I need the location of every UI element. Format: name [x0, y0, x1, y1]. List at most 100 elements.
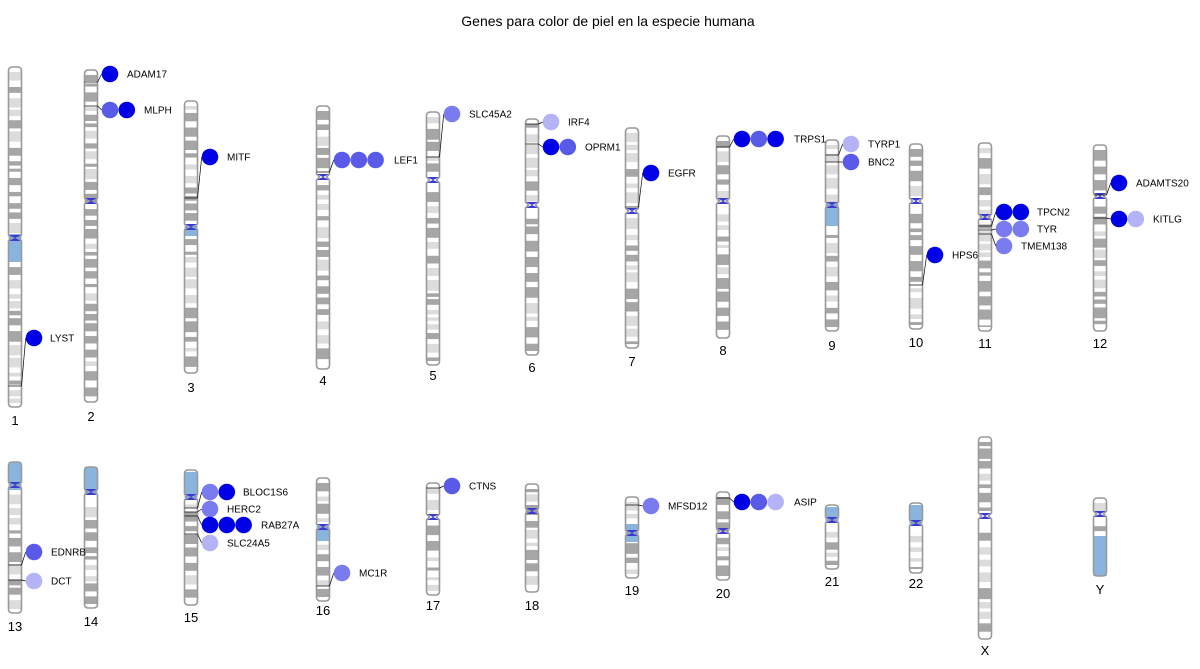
- band: [978, 187, 992, 196]
- gene-ctns: CTNS: [426, 477, 497, 495]
- gene-label: IRF4: [568, 118, 590, 129]
- band: [426, 525, 440, 536]
- gene-marker-dot: [642, 497, 660, 515]
- band: [8, 390, 22, 397]
- band: [84, 271, 98, 279]
- heterochromatin-region: [184, 226, 198, 236]
- band: [8, 331, 22, 342]
- gene-leader-line: [638, 172, 644, 208]
- chromosome-outline: [824, 504, 840, 570]
- band: [909, 185, 923, 197]
- chromosome-13: 13: [7, 461, 23, 634]
- band: [426, 128, 440, 140]
- chromosome-outline: [624, 127, 640, 349]
- band: [978, 484, 992, 489]
- band: [84, 361, 98, 367]
- band: [716, 511, 730, 520]
- gene-label: TPCN2: [1037, 208, 1070, 219]
- chromosome-15: 15: [183, 469, 199, 625]
- chromosome-label: 19: [625, 583, 639, 598]
- band: [978, 224, 992, 229]
- band: [716, 556, 730, 561]
- band: [525, 195, 539, 202]
- gene-leader-line: [197, 533, 203, 544]
- gene-leader-line: [439, 485, 444, 489]
- band: [84, 532, 98, 541]
- chromosome-outline: [824, 139, 840, 332]
- gene-irf4: IRF4: [525, 113, 590, 131]
- band: [825, 194, 839, 204]
- band: [525, 303, 539, 314]
- chromosome-12: 12: [1092, 144, 1108, 351]
- band: [625, 245, 639, 251]
- band: [84, 75, 98, 82]
- gene-label: TRPS1: [794, 135, 827, 146]
- band: [316, 227, 330, 239]
- centromere: [716, 198, 730, 204]
- chromosome-22: 22: [908, 502, 924, 591]
- band: [825, 234, 839, 239]
- band: [316, 136, 330, 146]
- gene-tyr: TYR: [978, 220, 1057, 238]
- band: [8, 398, 22, 403]
- band: [978, 623, 992, 632]
- chromosome-8: 8: [715, 135, 731, 358]
- centromere: [909, 520, 923, 526]
- gene-lef1: LEF1: [316, 151, 418, 173]
- band: [1093, 216, 1107, 225]
- gene-marker-dot: [218, 516, 236, 534]
- band: [84, 181, 98, 190]
- band: [316, 518, 330, 522]
- chromosome-outline: [183, 469, 199, 606]
- band: [8, 344, 22, 356]
- band: [625, 569, 639, 574]
- chromosome-label: 16: [316, 603, 330, 618]
- centromere: [625, 530, 639, 536]
- band: [8, 223, 22, 234]
- band: [84, 143, 98, 149]
- band: [525, 489, 539, 493]
- band: [426, 206, 440, 213]
- band: [1093, 526, 1107, 532]
- band: [525, 256, 539, 268]
- band: [1093, 231, 1107, 237]
- gene-marker-dot: [101, 65, 119, 83]
- band: [625, 254, 639, 262]
- band: [525, 576, 539, 585]
- chromosome-outline: [1092, 497, 1108, 577]
- chromosome-9: 9: [824, 139, 840, 353]
- band: [1093, 271, 1107, 277]
- band: [716, 236, 730, 242]
- band: [525, 144, 539, 155]
- band: [8, 294, 22, 299]
- band: [8, 147, 22, 156]
- chromosome-10: 10: [908, 143, 924, 350]
- band: [8, 72, 22, 81]
- band: [825, 266, 839, 277]
- band: [316, 147, 330, 155]
- chromosome-outline: [7, 66, 23, 408]
- gene-trps1: TRPS1: [716, 130, 827, 148]
- band: [84, 293, 98, 301]
- centromere: [8, 235, 22, 241]
- band: [978, 272, 992, 276]
- gene-marker-dot: [443, 477, 461, 495]
- band: [716, 291, 730, 302]
- band: [316, 259, 330, 271]
- chromosome-outline: [977, 142, 993, 332]
- gene-mitf: MITF: [184, 148, 250, 199]
- band: [625, 513, 639, 519]
- band: [978, 148, 992, 154]
- gene-leader-line: [329, 159, 335, 173]
- centromere: [184, 224, 198, 230]
- gene-lyst: LYST: [8, 329, 74, 387]
- band: [978, 492, 992, 503]
- band: [184, 267, 198, 277]
- band: [8, 98, 22, 108]
- chromosome-16: 16: [315, 477, 331, 618]
- chromosome-label: 11: [978, 336, 992, 351]
- gene-marker-dot: [559, 138, 577, 156]
- band: [825, 307, 839, 314]
- gene-label: HPS6: [952, 251, 979, 262]
- gene-leader-line: [729, 138, 735, 148]
